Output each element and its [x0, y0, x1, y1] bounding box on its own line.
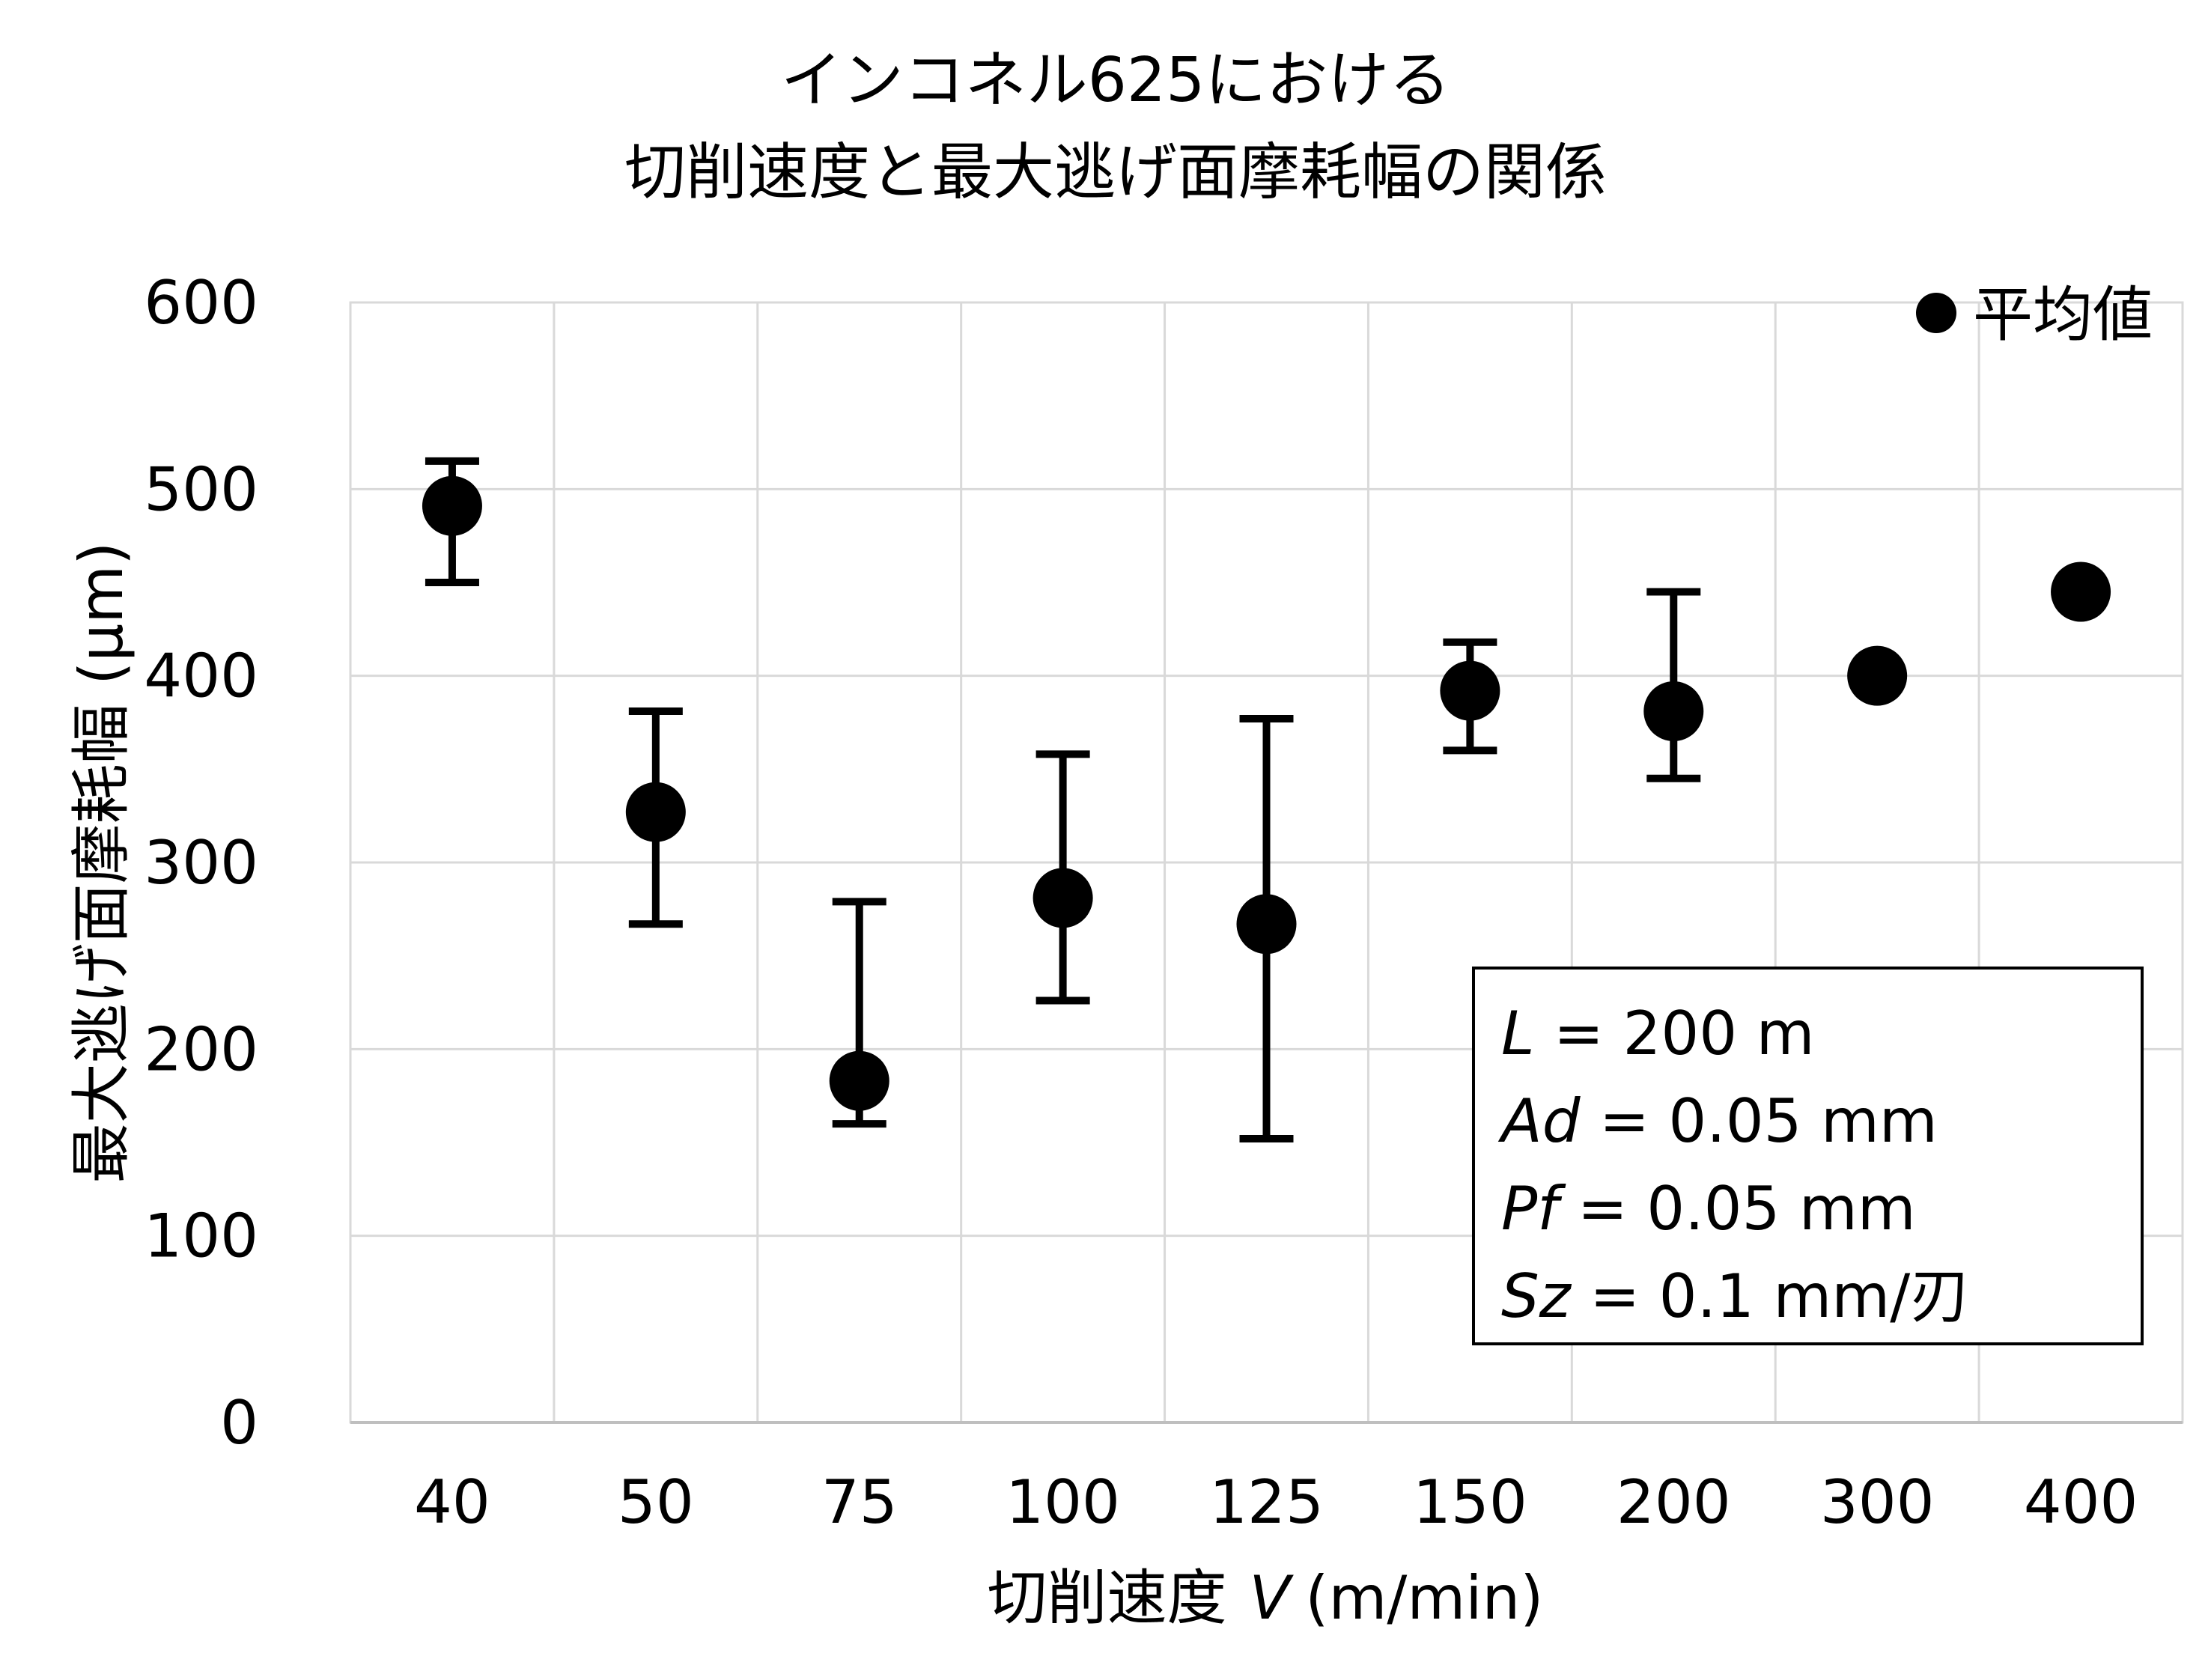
condition-variable: Ad [1497, 1086, 1581, 1156]
x-tick-label: 300 [1820, 1467, 1935, 1537]
condition-line: Sz = 0.1 mm/刃 [1501, 1261, 1970, 1331]
data-point [1440, 660, 1500, 721]
y-tick-label: 300 [144, 828, 258, 898]
condition-variable: L [1501, 999, 1535, 1068]
x-axis-label-prefix: 切削速度 [988, 1563, 1227, 1633]
data-point [1032, 868, 1093, 928]
legend-marker [1916, 293, 1956, 333]
data-point [1847, 645, 1908, 706]
condition-line: Ad = 0.05 mm [1497, 1086, 1938, 1156]
x-tick-label: 400 [2024, 1467, 2138, 1537]
x-axis-ticks: 40 50 75 100 125 150 200 300 400 [414, 1467, 2138, 1537]
legend-label: 平均値 [1973, 280, 2153, 350]
conditions-box-frame [1472, 967, 2144, 1345]
x-tick-label: 100 [1006, 1467, 1120, 1537]
x-axis-label: 切削速度 V (m/min) [988, 1563, 1544, 1633]
legend: 平均値 [1916, 280, 2153, 350]
y-tick-label: 0 [220, 1388, 258, 1458]
y-axis-label: 最大逃げ面摩耗幅 (μm) [67, 542, 136, 1184]
x-tick-label: 150 [1413, 1467, 1527, 1537]
y-tick-label: 200 [144, 1014, 258, 1084]
y-tick-label: 400 [144, 642, 258, 711]
x-axis-label-var: V [1250, 1563, 1295, 1633]
condition-line: L = 200 m [1501, 999, 1815, 1068]
condition-value: = 0.05 mm [1558, 1174, 1915, 1244]
condition-value: = 0.1 mm/刃 [1571, 1261, 1970, 1331]
data-point [1643, 681, 1704, 742]
data-point [1236, 894, 1297, 955]
x-tick-label: 50 [618, 1467, 694, 1537]
x-tick-label: 125 [1209, 1467, 1324, 1537]
y-tick-label: 100 [144, 1202, 258, 1271]
y-axis-ticks: 0 100 200 300 400 500 600 [144, 268, 258, 1458]
condition-variable: Sz [1501, 1261, 1572, 1331]
data-point [829, 1050, 889, 1111]
x-tick-label: 40 [414, 1467, 490, 1537]
data-points [422, 475, 2111, 1111]
condition-variable: Pf [1501, 1174, 1566, 1244]
chart-title-line2: 切削速度と最大逃げ面摩耗幅の関係 [624, 137, 1607, 208]
chart-title-line1: インコネル625における [781, 45, 1451, 116]
data-point [625, 782, 686, 842]
y-tick-label: 500 [144, 454, 258, 524]
condition-value: = 200 m [1535, 999, 1815, 1068]
condition-line: Pf = 0.05 mm [1501, 1174, 1916, 1244]
x-tick-label: 75 [821, 1467, 898, 1537]
condition-value: = 0.05 mm [1581, 1086, 1938, 1156]
x-axis-label-unit: (m/min) [1305, 1563, 1543, 1633]
x-tick-label: 200 [1617, 1467, 1731, 1537]
data-point [2051, 561, 2111, 622]
data-point [422, 475, 482, 536]
y-tick-label: 600 [144, 268, 258, 338]
